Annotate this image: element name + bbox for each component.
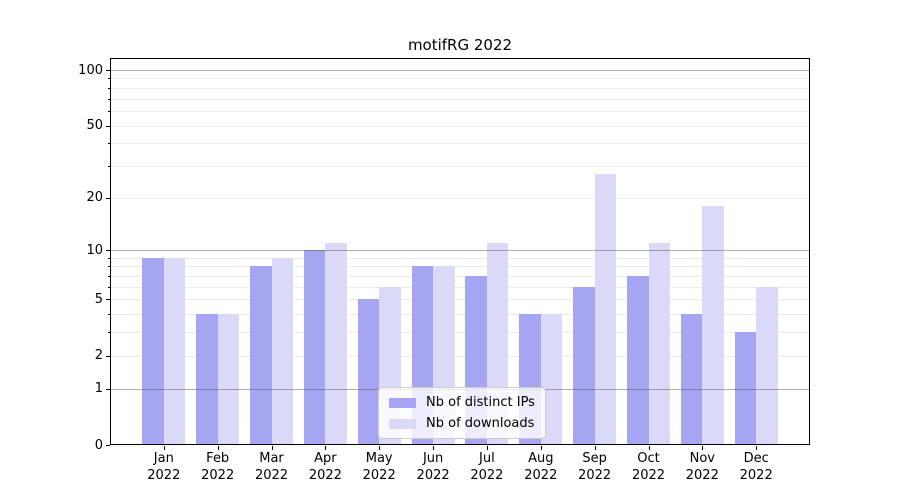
y-gridline-minor (110, 125, 810, 127)
x-tick (648, 446, 650, 450)
plot-area: Nb of distinct IPs Nb of downloads (110, 58, 810, 445)
y-gridline-major (110, 250, 810, 252)
x-tick (756, 446, 758, 450)
y-tick-label: 1 (94, 381, 103, 397)
y-gridline-minor (110, 143, 810, 145)
legend-entry-downloads: Nb of downloads (389, 416, 535, 431)
x-tick (702, 446, 704, 450)
bar-dec-s0 (734, 332, 757, 445)
y-tick (106, 70, 110, 71)
x-tick (217, 446, 219, 450)
bar-dec-s1 (756, 286, 778, 445)
legend-label-downloads: Nb of downloads (426, 416, 535, 431)
y-tick-minor (108, 143, 110, 145)
bar-nov-s1 (702, 205, 724, 445)
y-tick (106, 299, 110, 301)
y-tick-minor (108, 314, 110, 316)
legend-entry-distinct-ips: Nb of distinct IPs (389, 395, 535, 410)
x-tick-label: Feb 2022 (201, 451, 235, 483)
y-tick (106, 250, 110, 252)
x-tick (163, 446, 165, 450)
x-tick-label: Oct 2022 (631, 451, 666, 483)
y-tick-minor (108, 257, 110, 259)
y-gridline-minor (110, 299, 810, 301)
bar-feb-s1 (217, 314, 240, 445)
bar-aug-s1 (540, 314, 563, 445)
y-tick-minor (108, 165, 110, 167)
x-tick-label: May 2022 (362, 451, 396, 483)
x-tick-label: Nov 2022 (685, 451, 719, 483)
x-tick (325, 446, 327, 450)
y-tick (106, 445, 110, 446)
bar-sep-s1 (594, 174, 617, 445)
y-tick-minor (108, 332, 110, 334)
y-gridline-minor (110, 355, 810, 357)
x-tick-label: Aug 2022 (524, 451, 558, 483)
y-tick-label: 100 (78, 62, 103, 78)
x-tick (433, 446, 435, 450)
x-tick-label: Jul 2022 (470, 451, 504, 483)
y-tick-label: 2 (94, 348, 103, 364)
y-gridline-minor (110, 110, 810, 112)
y-gridline-minor (110, 276, 810, 277)
bar-sep-s0 (573, 286, 595, 445)
y-tick-minor (108, 98, 110, 100)
bar-apr-s1 (325, 243, 347, 445)
bar-mar-s1 (271, 257, 293, 445)
x-tick (594, 446, 596, 450)
bar-jan-s0 (142, 257, 164, 445)
y-gridline-major (110, 70, 810, 71)
x-tick-label: Sep 2022 (578, 451, 612, 483)
y-tick (106, 355, 110, 357)
y-tick-label: 10 (86, 242, 103, 258)
y-tick-label: 50 (86, 118, 103, 133)
y-tick-minor (108, 78, 110, 80)
y-tick-minor (108, 276, 110, 277)
x-tick-label: Mar 2022 (254, 451, 289, 483)
y-tick (106, 125, 110, 127)
y-tick-minor (108, 266, 110, 268)
bar-feb-s0 (196, 314, 218, 445)
y-tick-minor (108, 87, 110, 89)
bar-nov-s0 (680, 314, 703, 445)
y-tick-minor (108, 110, 110, 112)
x-tick (271, 446, 273, 450)
y-tick-label: 5 (94, 291, 103, 307)
y-tick-label: 20 (86, 190, 103, 206)
y-gridline-minor (110, 78, 810, 80)
bar-oct-s1 (648, 243, 670, 445)
x-tick (379, 446, 381, 450)
x-tick (540, 446, 542, 450)
chart-title: motifRG 2022 (407, 36, 513, 54)
y-gridline-minor (110, 165, 810, 167)
y-tick-minor (108, 286, 110, 288)
bar-may-s0 (357, 299, 380, 445)
y-tick (106, 388, 110, 390)
y-tick-label: 0 (94, 437, 103, 453)
legend-swatch-distinct-ips (389, 397, 416, 408)
x-tick-label: Apr 2022 (308, 451, 342, 483)
bar-oct-s0 (627, 276, 649, 445)
y-gridline-minor (110, 98, 810, 100)
y-tick (106, 197, 110, 199)
legend-label-distinct-ips: Nb of distinct IPs (426, 395, 535, 410)
y-gridline-minor (110, 286, 810, 288)
y-gridline-minor (110, 197, 810, 199)
y-gridline-minor (110, 257, 810, 259)
x-tick-label: Dec 2022 (739, 451, 773, 483)
bar-apr-s0 (303, 250, 326, 445)
x-tick-label: Jan 2022 (147, 451, 181, 483)
y-gridline-minor (110, 314, 810, 316)
y-gridline-minor (110, 332, 810, 334)
legend: Nb of distinct IPs Nb of downloads (378, 387, 546, 439)
x-tick-label: Jun 2022 (416, 451, 450, 483)
bar-mar-s0 (250, 266, 272, 445)
x-tick (486, 446, 488, 450)
bar-jan-s1 (163, 257, 186, 445)
y-gridline-minor (110, 87, 810, 89)
y-gridline-minor (110, 266, 810, 268)
legend-swatch-downloads (389, 418, 416, 429)
